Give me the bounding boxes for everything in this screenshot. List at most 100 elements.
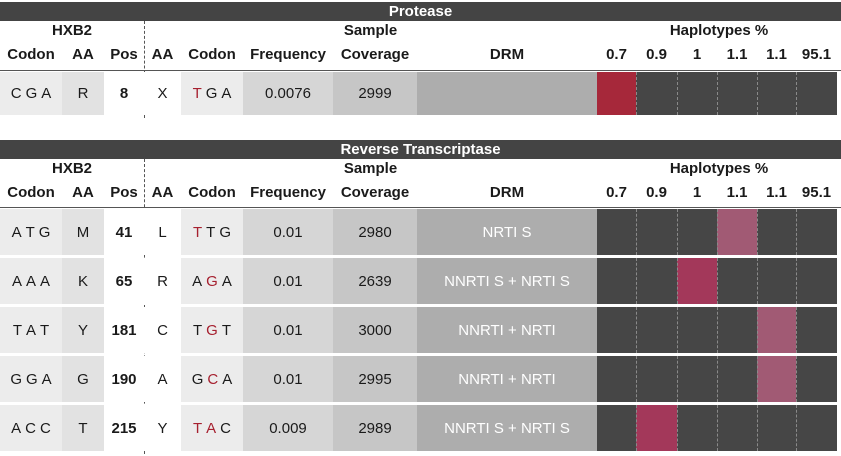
drm-label [417, 72, 597, 115]
codon-base: C [10, 85, 22, 102]
haplotype-header: 1.1 [766, 46, 787, 63]
codon-base: C [40, 419, 51, 437]
frequency: 0.01 [243, 356, 333, 402]
haplotype-divider [636, 209, 637, 255]
codon-base: A [11, 223, 22, 241]
haplotype-cell [796, 405, 837, 451]
table-row: A A A K 65 R A G A 0.01 2639 NNRTI S + NRTI S [0, 258, 841, 307]
haplotype-cell-present [757, 356, 796, 402]
hxb2-sample-divider [144, 21, 145, 118]
drm-label: NNRTI S + NRTI S [417, 258, 597, 304]
drm-label: NRTI S [417, 209, 597, 255]
haplotype-header: 95.1 [801, 46, 832, 63]
haplotypes-header: Haplotypes % [669, 22, 769, 39]
frequency: 0.01 [243, 307, 333, 353]
col-header-frequency: Frequency [250, 46, 326, 63]
col-header-hxb2-aa: AA [72, 46, 94, 63]
position: 65 [104, 258, 144, 304]
haplotype-cell [717, 356, 757, 402]
drm-label: NNRTI + NRTI [417, 356, 597, 402]
haplotype-cell [636, 72, 677, 115]
col-header-hxb2-codon: Codon [7, 46, 55, 63]
col-header-hxb2-aa: AA [72, 184, 94, 201]
haplotype-cell [636, 356, 677, 402]
table-row: A C C T 215 Y T A C 0.009 2989 NNRTI S + NRTI S [0, 405, 841, 454]
header-rule [0, 70, 841, 71]
codon-base: T [40, 321, 50, 339]
haplotype-cell [597, 258, 636, 304]
codon-base: A [221, 85, 232, 102]
haplotype-header: 0.9 [646, 184, 667, 201]
col-header-hxb2-codon: Codon [7, 184, 55, 201]
codon-base: C [25, 419, 36, 437]
haplotype-cell [677, 356, 717, 402]
col-header-drm: DRM [489, 46, 525, 63]
haplotype-divider [796, 72, 797, 115]
amino-acid: A [144, 356, 181, 402]
haplotype-header: 1.1 [726, 184, 748, 201]
codon-base: A [25, 272, 36, 290]
drm-label: NNRTI S + NRTI S [417, 405, 597, 451]
section-title: Reverse Transcriptase [0, 140, 841, 159]
coverage: 2995 [333, 356, 417, 402]
position: 41 [104, 209, 144, 255]
frequency: 0.01 [243, 258, 333, 304]
col-header-coverage: Coverage [340, 184, 410, 201]
haplotype-header: 0.7 [606, 184, 627, 201]
haplotype-divider [677, 258, 678, 304]
haplotype-cell [597, 405, 636, 451]
haplotype-cell [677, 209, 717, 255]
haplotype-cell-present [597, 72, 636, 115]
codon-base: C [207, 370, 219, 388]
codon-base: T [25, 223, 35, 241]
haplotype-cell-present [757, 307, 796, 353]
haplotype-divider [717, 209, 718, 255]
haplotype-divider [677, 307, 678, 353]
haplotype-cell [717, 72, 757, 115]
haplotypes-header: Haplotypes % [669, 160, 769, 177]
drm-label: NNRTI + NRTI [417, 307, 597, 353]
haplotype-divider [796, 356, 797, 402]
haplotype-cell [677, 307, 717, 353]
section-reverse-transcriptase: Reverse Transcriptase HXB2 Sample Haplotype… [0, 140, 841, 456]
haplotype-cell-present [636, 405, 677, 451]
haplotype-cell [757, 258, 796, 304]
table-row: T A T Y 181 C T G T 0.01 3000 NNRTI + NRTI [0, 307, 841, 356]
haplotype-divider [677, 405, 678, 451]
haplotype-divider [757, 72, 758, 115]
haplotype-header: 1.1 [726, 46, 748, 63]
haplotype-divider [757, 209, 758, 255]
hxb2-amino-acid: T [62, 405, 104, 451]
frequency: 0.01 [243, 209, 333, 255]
codon-base: G [205, 85, 218, 102]
hxb2-amino-acid: G [62, 356, 104, 402]
hxb2-amino-acid: K [62, 258, 104, 304]
col-header-codon: Codon [188, 46, 236, 63]
codon-base: G [25, 85, 38, 102]
codon-base: T [192, 85, 202, 102]
col-header-pos: Pos [110, 46, 138, 63]
haplotype-divider [757, 307, 758, 353]
col-header-drm: DRM [489, 184, 525, 201]
codon-base: A [222, 370, 233, 388]
col-header-coverage: Coverage [340, 46, 410, 63]
position: 181 [104, 307, 144, 353]
haplotype-cell [757, 72, 796, 115]
haplotype-cell [636, 209, 677, 255]
col-header-codon: Codon [188, 184, 236, 201]
haplotype-divider [636, 307, 637, 353]
codon-base: G [191, 370, 204, 388]
haplotype-divider [796, 405, 797, 451]
haplotype-divider [677, 72, 678, 115]
col-header-pos: Pos [110, 184, 138, 201]
codon-base: A [41, 370, 52, 388]
amino-acid: C [144, 307, 181, 353]
codon-base: T [12, 321, 22, 339]
hxb2-amino-acid: R [62, 72, 104, 115]
codon-base: C [220, 419, 232, 437]
haplotype-header: 0.9 [646, 46, 667, 63]
